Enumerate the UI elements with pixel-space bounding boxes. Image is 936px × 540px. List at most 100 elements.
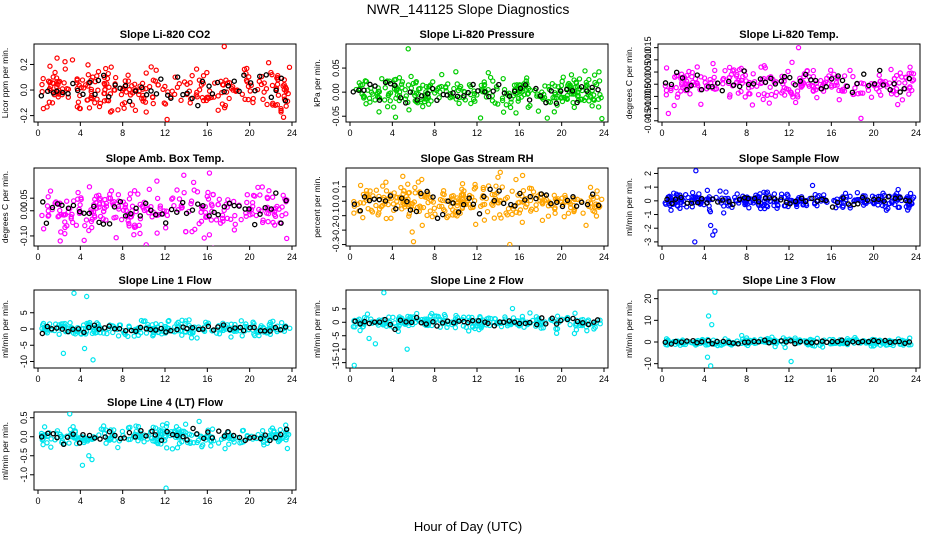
y-tick-label: 5 (331, 306, 341, 311)
data-point (45, 194, 51, 200)
mean-point (745, 339, 752, 345)
mean-point (850, 338, 856, 345)
data-point (162, 432, 168, 439)
x-tick-label: 4 (78, 128, 83, 138)
panel-10: Slope Line 4 (LT) Flow 0 4 8 12 16 20 24 -1.0 -0.… (0, 397, 297, 506)
data-point (250, 203, 256, 210)
data-point (280, 192, 286, 199)
y-tick-label: 0.000 (643, 73, 653, 96)
data-point (836, 97, 842, 103)
data-point (470, 204, 476, 211)
data-point (239, 333, 245, 339)
data-point (841, 73, 848, 79)
mean-point (434, 323, 440, 329)
data-point (173, 424, 180, 430)
data-point (513, 176, 519, 183)
mean-point (501, 90, 508, 96)
data-point (209, 426, 216, 432)
data-point (473, 322, 479, 329)
mean-point (557, 88, 564, 94)
data-point (86, 227, 92, 234)
mean-point (397, 317, 404, 323)
data-point (259, 184, 265, 190)
data-point (702, 79, 708, 86)
data-point (183, 228, 189, 235)
data-point (379, 202, 386, 209)
mean-point (95, 77, 102, 84)
x-tick-label: 4 (390, 252, 395, 262)
data-point (484, 208, 491, 215)
panel-title: Slope Line 3 Flow (743, 275, 836, 287)
mean-point (714, 338, 720, 345)
data-point (194, 335, 200, 341)
data-point (427, 208, 433, 214)
mean-point (65, 90, 71, 97)
data-point (817, 77, 824, 84)
data-point (41, 433, 47, 439)
mean-point (866, 82, 872, 89)
data-point (275, 92, 282, 98)
data-point (215, 440, 222, 446)
mean-point (506, 93, 513, 99)
data-point (179, 332, 185, 338)
mean-point (361, 87, 367, 94)
data-point (154, 178, 160, 184)
mean-point (143, 92, 150, 98)
data-point (841, 88, 848, 94)
mean-point (414, 97, 420, 103)
mean-point (60, 89, 66, 96)
data-point (810, 67, 817, 74)
data-point (439, 203, 445, 210)
mean-point (87, 79, 93, 86)
mean-point (50, 430, 57, 437)
figure-title: NWR_141125 Slope Diagnostics (367, 1, 570, 17)
mean-point (54, 88, 60, 94)
mean-point (168, 95, 174, 101)
data-point (501, 86, 508, 93)
data-point (535, 108, 542, 114)
data-point (590, 208, 596, 214)
data-point (40, 441, 46, 448)
data-point (725, 195, 731, 202)
data-point (720, 81, 726, 87)
mean-point (876, 67, 883, 74)
data-point (241, 66, 248, 72)
mean-point (376, 97, 383, 103)
data-point (670, 190, 677, 196)
data-point (361, 94, 368, 100)
data-point (407, 314, 414, 320)
data-point (67, 426, 74, 433)
y-tick-label: 0.5 (19, 411, 29, 424)
data-point (772, 343, 778, 350)
data-point (734, 191, 740, 197)
y-tick-label: 5 (19, 310, 29, 315)
data-point (264, 437, 270, 444)
data-point (73, 440, 80, 447)
mean-point (142, 200, 149, 207)
data-point (510, 315, 517, 321)
data-point (367, 188, 373, 194)
mean-point (430, 194, 436, 200)
mean-point (466, 195, 472, 201)
mean-point (750, 81, 757, 87)
x-tick-label: 8 (432, 252, 437, 262)
mean-point (174, 432, 180, 439)
mean-point (887, 339, 893, 345)
data-point (122, 204, 128, 211)
outlier-point (788, 358, 794, 365)
data-point (868, 94, 875, 100)
mean-point (86, 324, 92, 331)
data-point (568, 91, 575, 97)
data-point (742, 201, 748, 208)
data-point (490, 202, 496, 209)
data-point (524, 75, 530, 81)
data-point (181, 172, 187, 178)
data-point (541, 198, 548, 204)
outlier-point (710, 232, 716, 238)
x-tick-label: 4 (390, 374, 395, 384)
data-point (163, 445, 170, 451)
data-point (513, 209, 520, 215)
data-point (135, 191, 141, 197)
data-point (360, 214, 366, 221)
mean-point (273, 87, 279, 94)
